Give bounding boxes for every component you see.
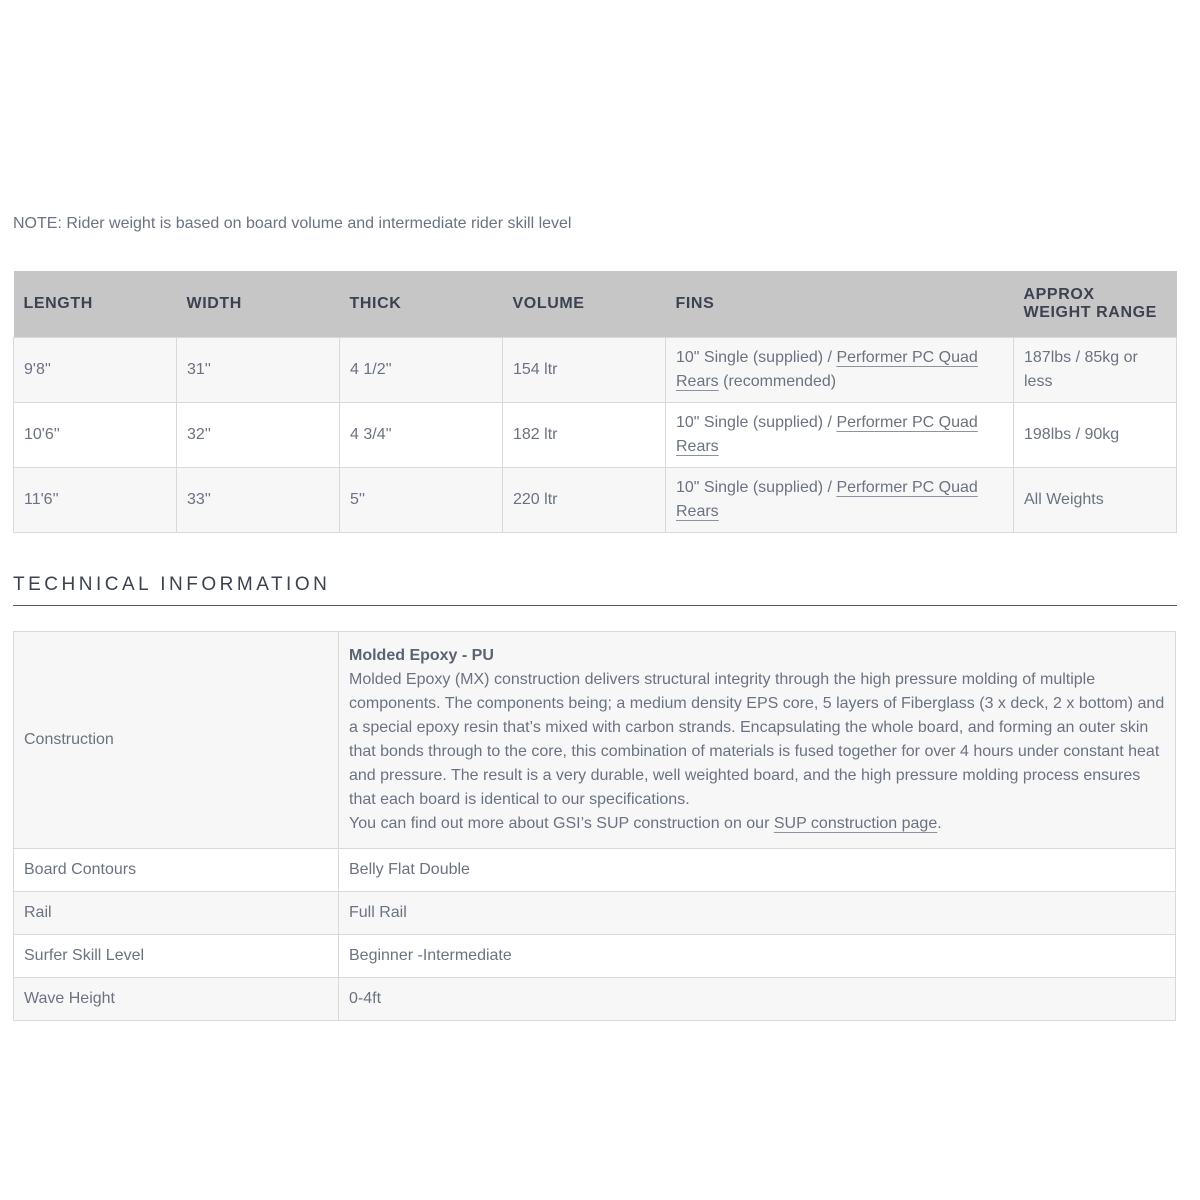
table-row-construction: Construction Molded Epoxy - PU Molded Ep…	[13, 630, 1176, 849]
thick-cell: 4 3/4''	[339, 401, 503, 468]
surfer-skill-level-label: Surfer Skill Level	[13, 933, 339, 978]
volume-cell: 220 ltr	[502, 466, 666, 533]
sup-construction-page-link[interactable]: SUP construction page	[773, 814, 938, 832]
volume-cell: 182 ltr	[502, 401, 666, 468]
column-header-thick: THICK	[339, 271, 503, 338]
wave-height-label: Wave Height	[13, 976, 339, 1021]
wave-height-value: 0-4ft	[338, 976, 1176, 1021]
table-row: 9'8'' 31'' 4 1/2'' 154 ltr 10" Single (s…	[13, 336, 1177, 403]
construction-link-line: You can find out more about GSI’s SUP co…	[349, 812, 1165, 836]
width-cell: 33''	[176, 466, 340, 533]
technical-information-heading: TECHNICAL INFORMATION	[13, 574, 1177, 606]
width-cell: 32''	[176, 401, 340, 468]
column-header-length: LENGTH	[13, 271, 177, 338]
weight-range-cell: All Weights	[1013, 466, 1177, 533]
table-row-surfer-skill-level: Surfer Skill Level Beginner -Intermediat…	[13, 933, 1176, 978]
column-header-volume: VOLUME	[502, 271, 666, 338]
length-cell: 9'8''	[13, 336, 177, 403]
spec-table: LENGTH WIDTH THICK VOLUME FINS APPROX WE…	[13, 271, 1177, 533]
page-content: NOTE: Rider weight is based on board vol…	[13, 0, 1177, 1021]
performer-quad-rears-link[interactable]: Performer PC Quad Rears	[676, 348, 978, 390]
length-cell: 11'6''	[13, 466, 177, 533]
fins-cell: 10" Single (supplied) / Performer PC Qua…	[665, 401, 1014, 468]
performer-quad-rears-link[interactable]: Performer PC Quad Rears	[676, 413, 978, 455]
fins-text: 10" Single (supplied) /	[676, 413, 837, 431]
construction-label: Construction	[13, 630, 339, 849]
performer-quad-rears-link[interactable]: Performer PC Quad Rears	[676, 478, 978, 520]
table-row: 11'6'' 33'' 5'' 220 ltr 10" Single (supp…	[13, 466, 1177, 533]
column-header-width: WIDTH	[176, 271, 340, 338]
technical-information-table: Construction Molded Epoxy - PU Molded Ep…	[13, 630, 1176, 1021]
table-row: 10'6'' 32'' 4 3/4'' 182 ltr 10" Single (…	[13, 401, 1177, 468]
construction-subheading: Molded Epoxy - PU	[349, 646, 494, 664]
length-cell: 10'6''	[13, 401, 177, 468]
column-header-weight-range: APPROX WEIGHT RANGE	[1013, 271, 1177, 338]
board-contours-value: Belly Flat Double	[338, 847, 1176, 892]
construction-body-text: Molded Epoxy (MX) construction delivers …	[349, 670, 1165, 808]
weight-range-cell: 187lbs / 85kg or less	[1013, 336, 1177, 403]
table-row-wave-height: Wave Height 0-4ft	[13, 976, 1176, 1021]
fins-cell: 10" Single (supplied) / Performer PC Qua…	[665, 466, 1014, 533]
table-row-board-contours: Board Contours Belly Flat Double	[13, 847, 1176, 892]
column-header-fins: FINS	[665, 271, 1014, 338]
fins-cell: 10" Single (supplied) / Performer PC Qua…	[665, 336, 1014, 403]
weight-range-cell: 198lbs / 90kg	[1013, 401, 1177, 468]
thick-cell: 5''	[339, 466, 503, 533]
rail-value: Full Rail	[338, 890, 1176, 935]
fins-text: 10" Single (supplied) /	[676, 478, 837, 496]
volume-cell: 154 ltr	[502, 336, 666, 403]
fins-text: 10" Single (supplied) /	[676, 348, 837, 366]
construction-link-prefix: You can find out more about GSI’s SUP co…	[349, 814, 774, 832]
fins-text-suffix: (recommended)	[718, 372, 837, 390]
thick-cell: 4 1/2''	[339, 336, 503, 403]
construction-link-suffix: .	[937, 814, 942, 832]
table-row-rail: Rail Full Rail	[13, 890, 1176, 935]
width-cell: 31''	[176, 336, 340, 403]
construction-value: Molded Epoxy - PU Molded Epoxy (MX) cons…	[338, 630, 1176, 849]
board-contours-label: Board Contours	[13, 847, 339, 892]
spec-table-header-row: LENGTH WIDTH THICK VOLUME FINS APPROX WE…	[13, 271, 1177, 338]
surfer-skill-level-value: Beginner -Intermediate	[338, 933, 1176, 978]
rider-weight-note: NOTE: Rider weight is based on board vol…	[13, 215, 572, 232]
rail-label: Rail	[13, 890, 339, 935]
